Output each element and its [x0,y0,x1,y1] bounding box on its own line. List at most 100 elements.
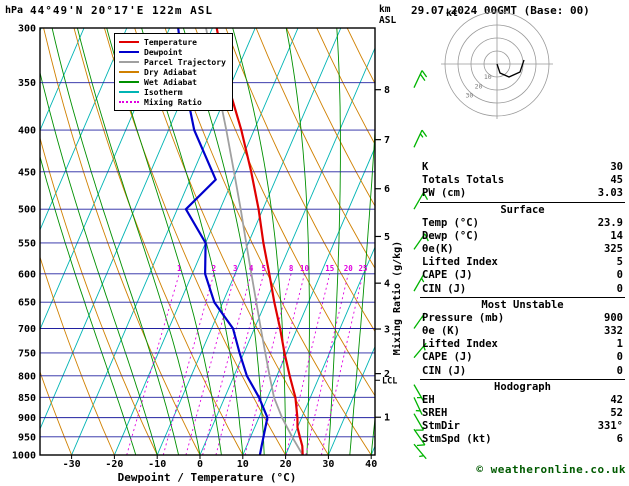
km-tick-label: 8 [384,85,390,96]
mixing-ratio-label: 15 [325,264,334,273]
pressure-tick-label: 600 [18,269,36,280]
hodograph-trace [496,59,525,78]
legend-label: Wet Adiabat [144,77,197,87]
info-row: StmDir 331° [420,420,625,433]
asl-axis-title: ASL [379,15,396,26]
info-value: 1 [616,338,623,351]
isotherm-line [327,345,375,455]
info-label: CIN (J) [422,364,467,377]
hodograph-ring [483,50,511,78]
chart-legend: Temperature Dewpoint Parcel Trajectory Dry … [114,33,233,111]
wind-barb [413,233,429,250]
temp-tick-label: 20 [280,459,292,470]
info-row: PW (cm) 3.03 [420,187,625,200]
profile-temperature [215,28,304,455]
pressure-tick-label: 650 [18,298,36,309]
info-group: Surface Temp (°C) 23.9 Dewp (°C) 14 θe(K) 325 L… [420,201,625,296]
legend-label: Dewpoint [144,47,183,57]
mixing-ratio-label: 25 [358,264,367,273]
info-label: CAPE (J) [422,351,473,364]
info-label: CIN (J) [422,282,467,295]
copyright-text: © weatheronline.co.uk [476,463,626,476]
legend-swatch-mixing-ratio [119,101,139,103]
station-title: 44°49'N 20°17'E 122m ASL [30,4,213,17]
plot-area-lines [40,28,375,455]
mixing-ratio-label: 5 [261,264,266,273]
temp-tick-label: 10 [237,459,249,470]
km-tick-label: 6 [384,184,390,195]
km-axis-title: km [379,4,391,15]
mixing-ratio-label: 1 [177,264,182,273]
mixing-ratio-label: 2 [212,264,217,273]
info-value: 900 [604,311,623,324]
isotherm-line [285,245,375,455]
wind-barb [413,274,425,292]
info-row: Lifted Index 1 [420,338,625,351]
legend-label: Temperature [144,37,197,47]
pressure-tick-label: 1000 [12,451,36,462]
wind-barb [413,312,426,329]
legend-item: Mixing Ratio [119,97,226,107]
legend-item: Parcel Trajectory [119,57,226,67]
mixing-ratio-label: 10 [300,264,310,273]
mixing-ratio-label: 20 [344,264,354,273]
pressure-tick-label: 350 [18,78,36,89]
info-value: 14 [610,229,623,242]
wind-barb [413,129,428,148]
wind-barb [413,70,428,88]
info-label: θe (K) [422,325,460,338]
mixing-ratio-label: 8 [289,264,294,273]
km-tick-label: 4 [384,279,390,290]
mixing-ratio-line [126,273,180,455]
wind-barb [413,397,423,415]
pressure-tick-label: 700 [18,324,36,335]
isotherm-line [242,146,375,455]
info-label: Temp (°C) [422,216,479,229]
pressure-tick-label: 550 [18,239,36,250]
temp-tick-label: 0 [197,459,203,470]
legend-item: Wet Adiabat [119,77,226,87]
info-row: Pressure (mb) 900 [420,312,625,325]
pressure-tick-label: 850 [18,393,36,404]
pressure-tick-label: 400 [18,126,36,137]
hodograph-ring [444,11,550,117]
mixing-ratio-line [162,273,215,455]
mixing-ratio-label: 3 [233,264,238,273]
info-value: 45 [610,174,623,187]
dry-adiabat-line [40,370,73,455]
info-label: Pressure (mb) [422,311,505,324]
legend-swatch-dry-adiabat [119,71,139,73]
temp-tick-label: -30 [63,459,81,470]
info-value: 3.03 [597,187,623,200]
wind-barb [413,192,429,210]
isotherm-line [199,46,375,455]
legend-item: Isotherm [119,87,226,97]
info-value: 331° [597,420,623,433]
info-value: 52 [610,407,623,420]
profile-dewpoint [177,28,269,455]
pressure-tick-label: 750 [18,349,36,360]
info-row: θe(K) 325 [420,243,625,256]
wind-barb [413,413,425,431]
info-label: CAPE (J) [422,269,473,282]
info-group-header: Most Unstable [420,296,625,312]
temp-tick-label: -10 [148,459,166,470]
info-group: Most Unstable Pressure (mb) 900 θe (K) 332 Li… [420,296,625,378]
info-label: StmDir [422,420,460,433]
info-row: K 30 [420,161,625,174]
dry-adiabat-line [255,28,375,270]
hodograph-ring-label: 30 [465,92,473,100]
legend-item: Temperature [119,37,226,47]
info-row: CAPE (J) 0 [420,351,625,364]
run-datetime: 29.07.2024 00GMT (Base: 00) [411,4,590,17]
plot-border [39,27,376,456]
info-value: 6 [616,433,623,446]
info-row: SREH 52 [420,407,625,420]
isotherm-line [40,28,85,132]
wind-barb [413,384,425,402]
mixing-ratio-axis-title: Mixing Ratio (g/kg) [391,241,403,355]
lcl-label: LCL [382,376,397,386]
pressure-tick-label: 950 [18,432,36,443]
temp-tick-label: 40 [365,459,377,470]
